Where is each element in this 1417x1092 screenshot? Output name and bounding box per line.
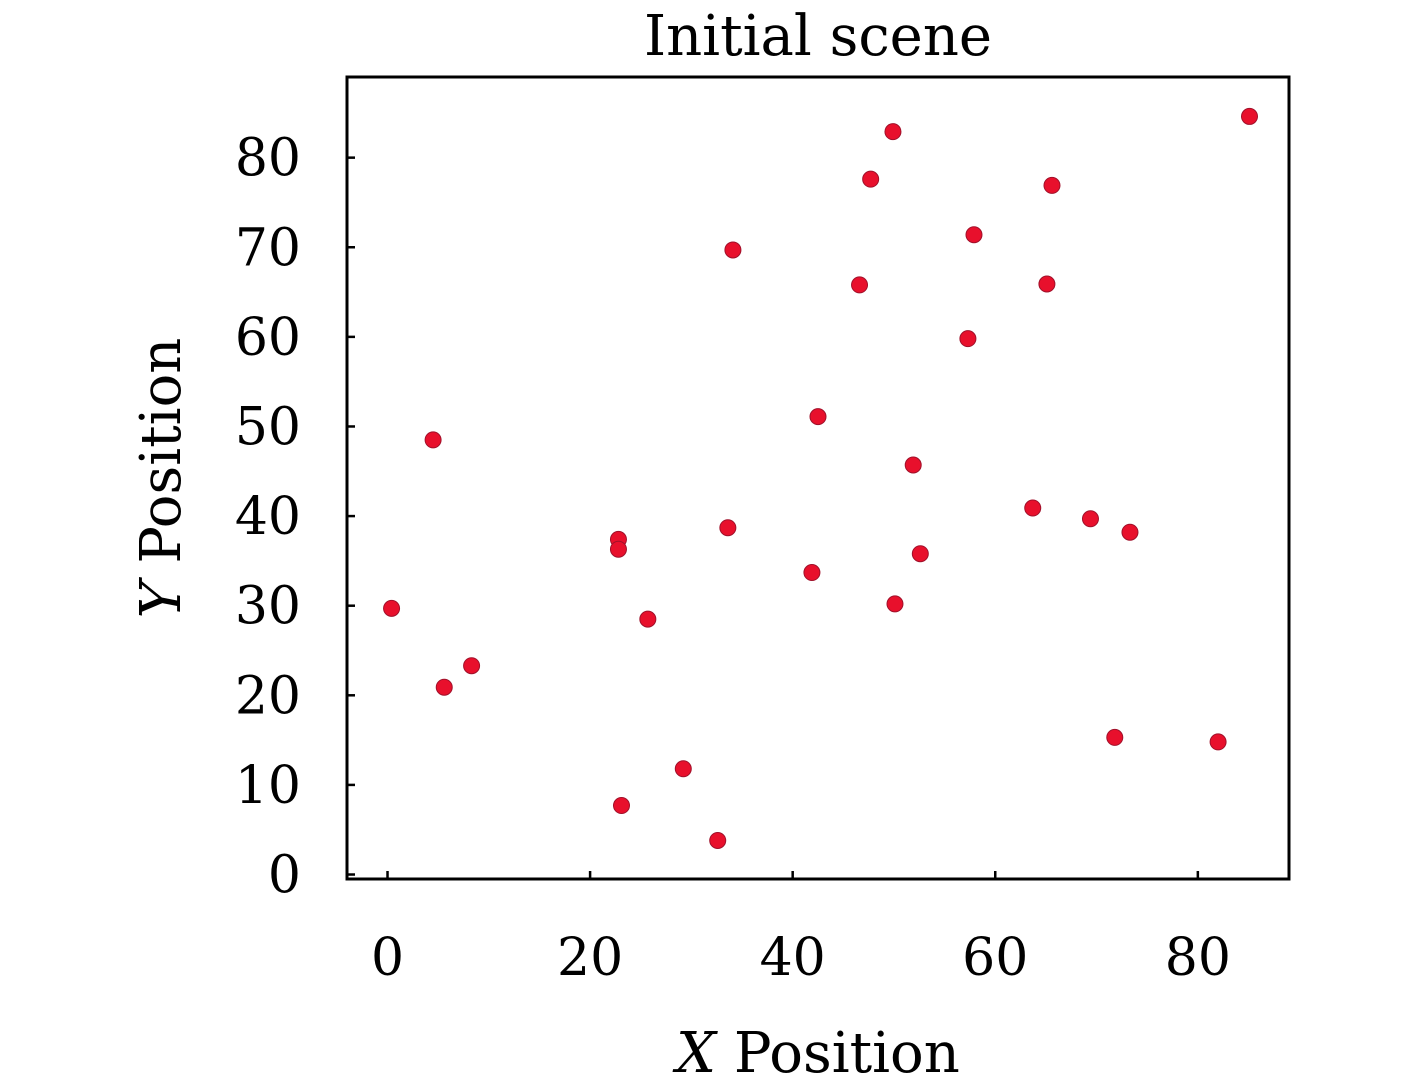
data-point <box>1240 107 1258 125</box>
data-point <box>884 123 902 141</box>
y-tick-label: 20 <box>235 666 301 726</box>
data-point <box>809 408 827 426</box>
x-tick-label: 60 <box>962 928 1028 988</box>
data-point <box>911 545 929 563</box>
data-point <box>709 831 727 849</box>
x-tick-label: 20 <box>557 928 623 988</box>
data-point <box>862 170 880 188</box>
y-axis-ticks: 0 10 20 30 40 50 60 70 80 <box>235 129 355 906</box>
data-point <box>1043 176 1061 194</box>
data-point <box>609 540 627 558</box>
data-point <box>1024 499 1042 517</box>
data-point <box>1081 510 1099 528</box>
data-point <box>886 595 904 613</box>
plot-frame <box>345 75 1291 881</box>
data-point <box>1106 728 1124 746</box>
data-point <box>959 330 977 348</box>
x-axis-title: X Position <box>672 1021 960 1086</box>
data-points <box>383 107 1258 849</box>
x-tick-label: 80 <box>1165 928 1231 988</box>
y-tick-label: 30 <box>235 577 301 637</box>
data-point <box>612 797 630 815</box>
x-axis-ticks: 0 20 40 60 80 <box>371 871 1231 988</box>
data-point <box>904 456 922 474</box>
y-tick-label: 40 <box>235 487 301 547</box>
data-point <box>383 599 401 617</box>
data-point <box>803 564 821 582</box>
y-tick-label: 60 <box>235 308 301 368</box>
chart-title: Initial scene <box>644 4 992 69</box>
data-point <box>1209 733 1227 751</box>
y-tick-label: 70 <box>235 218 301 278</box>
x-tick-label: 40 <box>760 928 826 988</box>
data-point <box>435 678 453 696</box>
y-tick-label: 50 <box>235 397 301 457</box>
data-point <box>463 657 481 675</box>
plot-area: 0 20 40 60 80 0 10 20 30 40 50 60 70 80 <box>235 75 1291 988</box>
y-tick-label: 80 <box>235 129 301 189</box>
data-point <box>639 610 657 628</box>
data-point <box>674 760 692 778</box>
y-axis-title: Y Position <box>129 338 194 619</box>
data-point <box>424 431 442 449</box>
x-tick-label: 0 <box>371 928 404 988</box>
data-point <box>1038 275 1056 293</box>
y-tick-label: 10 <box>235 756 301 816</box>
data-point <box>724 241 742 259</box>
y-tick-label: 0 <box>268 846 301 906</box>
data-point <box>851 276 869 294</box>
data-point <box>1121 523 1139 541</box>
data-point <box>719 519 737 537</box>
data-point <box>965 226 983 244</box>
